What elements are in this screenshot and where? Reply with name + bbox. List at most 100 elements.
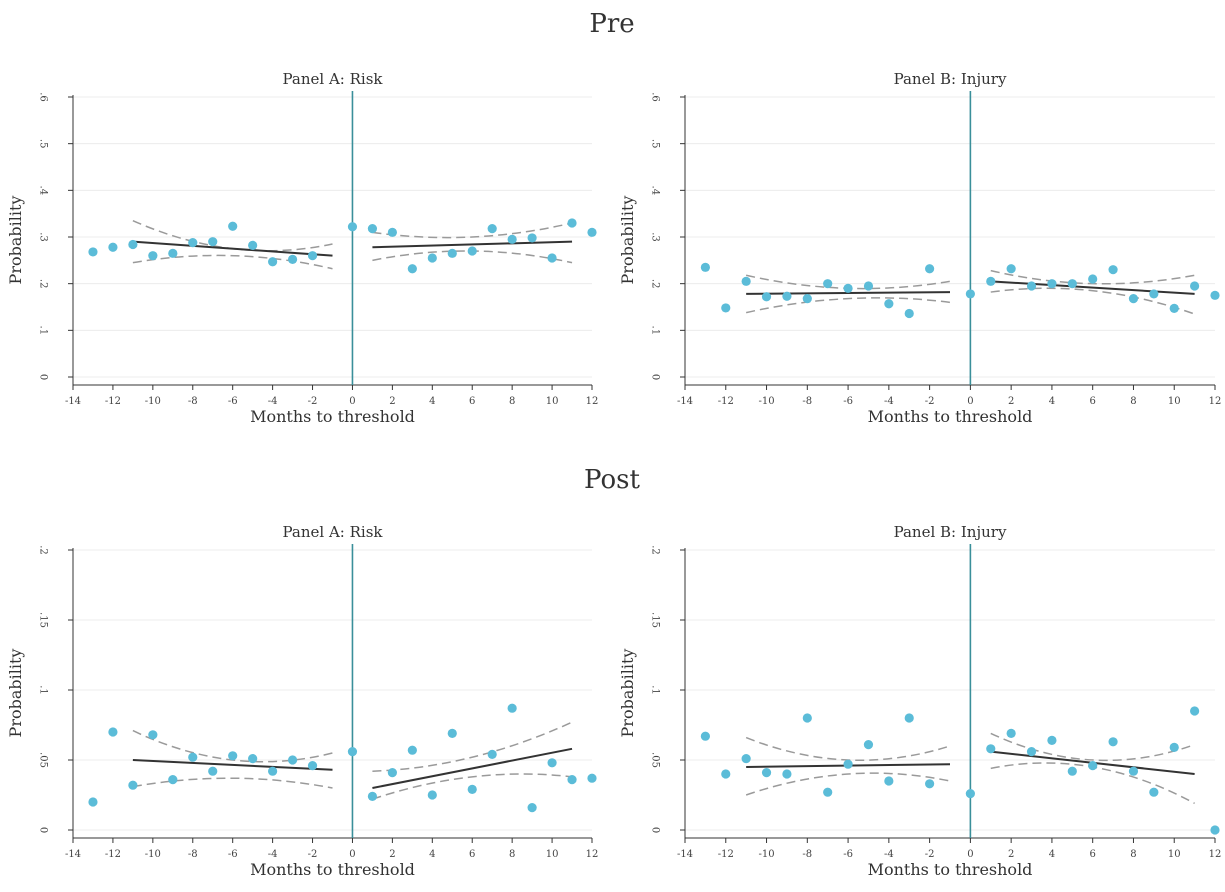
pre-injury-x-tick-label: 10	[1168, 396, 1181, 407]
post-injury-ci-right-upper	[990, 732, 1195, 762]
pre-risk-data-point	[567, 218, 577, 228]
post-risk-y-tick-label: .15	[38, 612, 49, 628]
group-title-pre: Pre	[589, 9, 634, 39]
pre-injury-data-point	[1026, 281, 1037, 291]
pre-risk-x-axis-label: Months to threshold	[250, 407, 415, 426]
post-risk-y-tick-label: .1	[38, 685, 49, 695]
post-risk-data-point	[228, 751, 238, 761]
post-risk-data-point	[188, 752, 198, 762]
post-risk-data-point	[287, 755, 298, 765]
pre-injury-panel-title: Panel B: Injury	[894, 70, 1007, 88]
post-risk-data-point	[88, 797, 98, 807]
post-injury-data-point	[986, 744, 996, 754]
pre-risk-x-tick-label: 2	[389, 396, 395, 407]
pre-risk-ci-right-upper	[372, 222, 573, 239]
pre-injury-data-point	[1006, 264, 1016, 274]
post-injury-ci-left-upper	[745, 736, 951, 761]
post-risk-y-axis-label: Probability	[6, 649, 25, 738]
post-injury-data-point	[721, 769, 731, 779]
pre-risk-panel-title: Panel A: Risk	[283, 70, 384, 88]
pre-risk-data-point	[407, 264, 417, 274]
post-injury-x-tick-label: -12	[718, 849, 734, 860]
pre-risk-y-tick-label: .4	[38, 186, 49, 196]
pre-injury-x-tick-label: 0	[967, 396, 973, 407]
post-risk-x-tick-label: -12	[105, 849, 121, 860]
post-injury-data-point	[741, 754, 751, 764]
chart-panels: 0 .1 .2 .3 .4 .5 .6 -14 -12 -10 -8 -6 -4 -2 0 2 4 6 8 10 12 P…	[6, 70, 1221, 879]
pre-injury-data-point	[986, 276, 996, 286]
pre-risk-data-point	[527, 233, 537, 243]
post-injury-data-point	[1169, 742, 1179, 753]
pre-injury-data-point	[863, 281, 874, 291]
pre-injury-data-point	[1149, 289, 1159, 299]
post-risk-data-point	[208, 766, 218, 776]
pre-risk-data-point	[268, 257, 278, 267]
pre-risk-panel: 0 .1 .2 .3 .4 .5 .6 -14 -12 -10 -8 -6 -4 -2 0 2 4 6 8 10 12 P…	[6, 70, 598, 426]
post-risk-x-tick-label: -8	[188, 849, 198, 860]
post-injury-data-point	[1128, 766, 1139, 776]
pre-risk-data-point	[367, 224, 378, 234]
pre-risk-x-tick-label: 8	[509, 396, 515, 407]
post-risk-data-point	[387, 768, 397, 778]
post-injury-x-tick-label: 6	[1090, 849, 1096, 860]
pre-injury-data-point	[1210, 290, 1220, 300]
pre-risk-data-point	[507, 234, 517, 244]
pre-risk-x-tick-label: -4	[268, 396, 278, 407]
pre-risk-x-tick-label: -12	[105, 396, 121, 407]
post-risk-data-point	[168, 775, 178, 785]
pre-injury-data-point	[1169, 303, 1179, 313]
post-risk-x-tick-label: 12	[586, 849, 599, 860]
post-injury-y-axis-label: Probability	[618, 649, 637, 738]
pre-risk-x-tick-label: -8	[188, 396, 198, 407]
post-injury-x-tick-label: 8	[1130, 849, 1136, 860]
pre-risk-data-point	[427, 253, 437, 263]
pre-risk-fit-line-left	[132, 240, 333, 257]
pre-risk-data-point	[587, 227, 597, 237]
pre-risk-x-tick-label: -6	[228, 396, 238, 407]
post-injury-y-tick-label: .15	[650, 612, 661, 628]
pre-injury-data-point	[823, 279, 833, 289]
post-risk-data-point	[347, 747, 358, 757]
post-risk-data-point	[527, 803, 537, 813]
pre-risk-x-tick-label: 4	[429, 396, 435, 407]
pre-risk-fit-line-right	[372, 240, 573, 249]
pre-injury-x-tick-label: 4	[1049, 396, 1055, 407]
post-injury-y-tick-label: 0	[650, 827, 661, 833]
post-injury-x-tick-label: -6	[843, 849, 853, 860]
pre-injury-ci-left-lower	[745, 297, 951, 314]
pre-injury-data-point	[782, 291, 792, 301]
post-injury-x-tick-label: -4	[884, 849, 894, 860]
pre-injury-ci-right-upper	[990, 269, 1195, 285]
pre-injury-data-point	[965, 289, 975, 299]
post-risk-fit-line-left	[132, 759, 333, 771]
pre-risk-data-point	[108, 242, 118, 252]
pre-injury-data-point	[721, 303, 731, 313]
pre-risk-y-tick-label: .5	[38, 139, 49, 149]
pre-injury-x-tick-label: -14	[677, 396, 693, 407]
pre-injury-y-tick-label: .6	[650, 92, 661, 102]
post-risk-ci-left-lower	[132, 777, 333, 789]
pre-injury-ci-right-lower	[990, 287, 1195, 315]
post-injury-y-tick-label: .05	[650, 752, 661, 768]
group-title-post: Post	[584, 465, 640, 495]
post-injury-x-tick-label: -8	[802, 849, 812, 860]
post-injury-panel: 0 .05 .1 .15 .2 -14 -12 -10 -8 -6 -4 -2 0 2 4 6 8 10 12 Pan…	[618, 523, 1221, 879]
post-injury-x-tick-label: 4	[1049, 849, 1055, 860]
pre-risk-y-tick-label: .6	[38, 92, 49, 102]
post-risk-x-tick-label: 2	[389, 849, 395, 860]
post-injury-y-tick-label: .1	[650, 685, 661, 695]
post-injury-data-point	[843, 759, 853, 769]
pre-injury-y-axis-label: Probability	[618, 196, 637, 285]
pre-injury-data-point	[1088, 274, 1098, 284]
post-risk-data-point	[587, 773, 597, 783]
post-injury-data-point	[782, 769, 792, 779]
pre-injury-x-tick-label: -6	[843, 396, 853, 407]
pre-injury-panel: 0 .1 .2 .3 .4 .5 .6 -14 -12 -10 -8 -6 -4 -2 0 2 4 6 8 10 12 P…	[618, 70, 1221, 426]
post-risk-data-point	[467, 784, 477, 795]
pre-risk-data-point	[287, 254, 298, 264]
post-risk-x-tick-label: 8	[509, 849, 515, 860]
post-injury-data-point	[1210, 825, 1220, 835]
post-risk-data-point	[148, 730, 158, 740]
pre-injury-data-point	[1190, 281, 1200, 291]
